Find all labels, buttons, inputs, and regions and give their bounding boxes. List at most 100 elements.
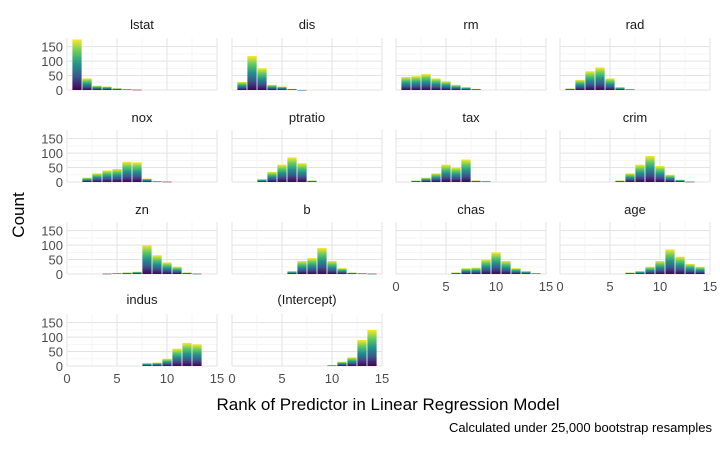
histogram-bar bbox=[122, 161, 132, 182]
x-tick-label: 10 bbox=[160, 371, 174, 386]
y-axis-title: Count bbox=[9, 192, 28, 238]
histogram-bar bbox=[327, 261, 337, 274]
histogram-bar bbox=[162, 262, 172, 274]
histogram-bar bbox=[122, 272, 132, 274]
histogram-bar bbox=[491, 252, 501, 274]
histogram-bar bbox=[327, 365, 337, 366]
histogram-bar bbox=[431, 78, 441, 90]
facet-panel-dis: dis bbox=[231, 17, 383, 91]
histogram-bar bbox=[625, 272, 635, 274]
y-tick-label: 0 bbox=[56, 175, 63, 190]
x-tick-label: 0 bbox=[556, 279, 563, 294]
histogram-bar bbox=[357, 273, 367, 274]
histogram-bar bbox=[625, 89, 635, 90]
y-tick-label: 150 bbox=[41, 132, 63, 147]
histogram-bar bbox=[182, 342, 192, 366]
histogram-bar bbox=[152, 181, 162, 182]
y-tick-label: 100 bbox=[41, 54, 63, 69]
y-tick-label: 150 bbox=[41, 224, 63, 239]
histogram-bar bbox=[471, 88, 481, 90]
histogram-bar bbox=[451, 84, 461, 90]
histogram-bar bbox=[655, 261, 665, 274]
histogram-bar bbox=[675, 256, 685, 274]
histogram-bar bbox=[645, 266, 655, 274]
histogram-bar bbox=[267, 171, 277, 182]
histogram-bar bbox=[645, 156, 655, 182]
histogram-bar bbox=[501, 261, 511, 274]
chart-caption: Calculated under 25,000 bootstrap resamp… bbox=[449, 420, 713, 435]
facet-title: zn bbox=[135, 202, 149, 217]
histogram-bar bbox=[411, 180, 421, 182]
y-tick-label: 100 bbox=[41, 330, 63, 345]
histogram-bar bbox=[142, 363, 152, 366]
histogram-bar bbox=[277, 86, 287, 90]
y-tick-label: 0 bbox=[56, 359, 63, 374]
histogram-bar bbox=[92, 85, 102, 90]
histogram-bar bbox=[595, 67, 605, 90]
facet-title: indus bbox=[126, 292, 158, 307]
histogram-bar bbox=[481, 259, 491, 274]
histogram-bar bbox=[92, 173, 102, 182]
facet-panel-ptratio: ptratio bbox=[231, 110, 383, 183]
histogram-bar bbox=[112, 169, 122, 182]
y-tick-label: 100 bbox=[41, 238, 63, 253]
histogram-bar bbox=[635, 164, 645, 182]
facet-title: lstat bbox=[130, 17, 154, 32]
histogram-bar bbox=[655, 166, 665, 182]
histogram-bar bbox=[471, 267, 481, 274]
facet-panel-tax: tax bbox=[395, 110, 547, 183]
histogram-bar bbox=[471, 180, 481, 182]
x-tick-label: 5 bbox=[113, 371, 120, 386]
x-tick-label: 10 bbox=[325, 371, 339, 386]
y-tick-label: 50 bbox=[49, 161, 63, 176]
histogram-bar bbox=[441, 164, 451, 182]
histogram-bar bbox=[132, 162, 142, 182]
histogram-bar bbox=[615, 87, 625, 90]
facet-panel-chas: chas 0 5 10 15 bbox=[392, 202, 553, 294]
facet-panel-age: age 0 5 10 15 bbox=[556, 202, 717, 294]
histogram-bar bbox=[481, 181, 491, 182]
histogram-bar bbox=[182, 272, 192, 274]
y-tick-label: 50 bbox=[49, 69, 63, 84]
facet-title: dis bbox=[299, 17, 316, 32]
histogram-bar bbox=[337, 361, 347, 366]
histogram-bar bbox=[102, 170, 112, 182]
facet-panel-intercept: (Intercept) 0 5 10 15 bbox=[228, 292, 389, 386]
histogram-bar bbox=[287, 157, 297, 182]
histogram-bar bbox=[172, 348, 182, 366]
histogram-bar bbox=[72, 39, 82, 90]
histogram-bar bbox=[142, 245, 152, 274]
histogram-bar bbox=[357, 340, 367, 366]
histogram-bar bbox=[297, 89, 307, 91]
histogram-bar bbox=[461, 268, 471, 274]
histogram-bar bbox=[132, 89, 142, 91]
histogram-bar bbox=[625, 173, 635, 182]
x-tick-label: 0 bbox=[228, 371, 235, 386]
histogram-bar bbox=[192, 344, 202, 366]
histogram-bar bbox=[172, 266, 182, 274]
histogram-bar bbox=[695, 266, 705, 274]
x-tick-label: 5 bbox=[606, 279, 613, 294]
histogram-bar bbox=[297, 261, 307, 274]
y-tick-label: 100 bbox=[41, 146, 63, 161]
histogram-bar bbox=[431, 173, 441, 182]
y-tick-label: 150 bbox=[41, 316, 63, 331]
histogram-bar bbox=[575, 79, 585, 90]
x-axis-title: Rank of Predictor in Linear Regression M… bbox=[216, 395, 559, 414]
histogram-bar bbox=[685, 263, 695, 274]
histogram-bar bbox=[307, 258, 317, 274]
histogram-bar bbox=[307, 180, 317, 182]
histogram-bar bbox=[152, 255, 162, 274]
histogram-bar bbox=[287, 271, 297, 274]
x-tick-label: 15 bbox=[703, 279, 717, 294]
histogram-bar bbox=[565, 88, 575, 90]
facet-panel-b: b bbox=[231, 202, 383, 275]
histogram-bar bbox=[451, 272, 461, 274]
facet-title: crim bbox=[623, 110, 648, 125]
